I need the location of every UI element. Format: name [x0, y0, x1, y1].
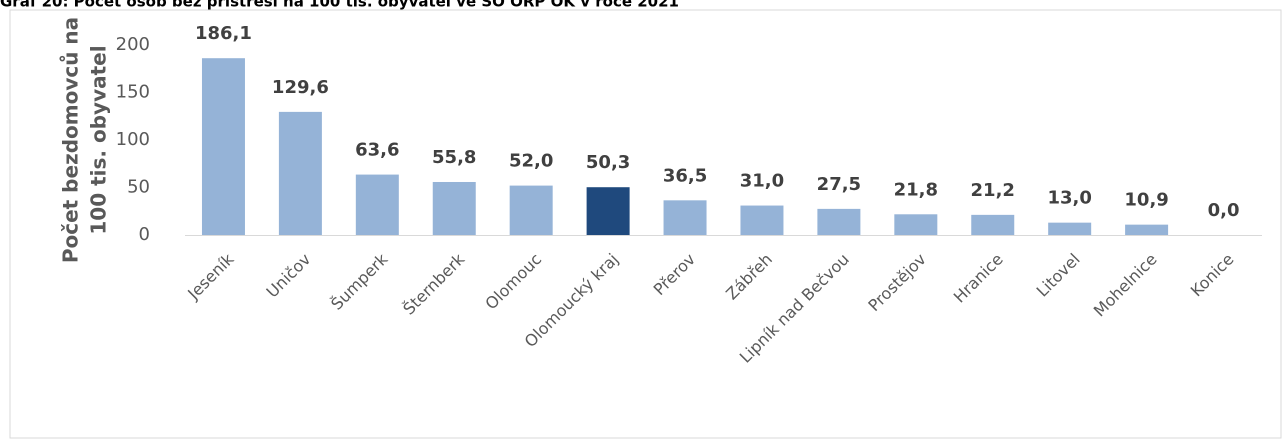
y-axis-label: Počet bezdomovců na — [59, 17, 83, 263]
value-label: 63,6 — [355, 140, 399, 161]
y-tick-label: 50 — [127, 177, 150, 198]
y-axis-label: 100 tis. obyvatel — [87, 45, 111, 234]
value-label: 27,5 — [817, 174, 861, 195]
value-label: 13,0 — [1047, 188, 1091, 209]
bar — [278, 111, 322, 235]
value-label: 50,3 — [586, 152, 630, 173]
bar — [1125, 224, 1169, 235]
value-label: 21,8 — [894, 179, 938, 200]
bar — [740, 205, 784, 235]
y-tick-label: 0 — [139, 224, 150, 245]
bar — [201, 58, 245, 235]
bar — [355, 174, 399, 235]
bar — [894, 214, 938, 235]
bar — [971, 214, 1015, 235]
bar — [509, 185, 553, 235]
value-label: 55,8 — [432, 147, 476, 168]
bar — [663, 200, 707, 235]
bar — [1048, 222, 1092, 235]
y-tick-label: 150 — [116, 82, 150, 103]
bar — [817, 208, 861, 235]
value-label: 36,5 — [663, 165, 707, 186]
value-label: 21,2 — [971, 180, 1015, 201]
bar — [586, 187, 630, 235]
y-tick-label: 100 — [116, 129, 150, 150]
chart-title: Graf 20: Počet osob bez přístřeší na 100… — [0, 0, 679, 11]
value-label: 186,1 — [195, 23, 252, 44]
value-label: 31,0 — [740, 171, 784, 192]
y-tick-label: 200 — [116, 34, 150, 55]
bar — [432, 181, 476, 235]
value-label: 0,0 — [1208, 200, 1240, 221]
value-label: 129,6 — [272, 77, 329, 98]
value-label: 52,0 — [509, 151, 553, 172]
value-label: 10,9 — [1124, 190, 1168, 211]
